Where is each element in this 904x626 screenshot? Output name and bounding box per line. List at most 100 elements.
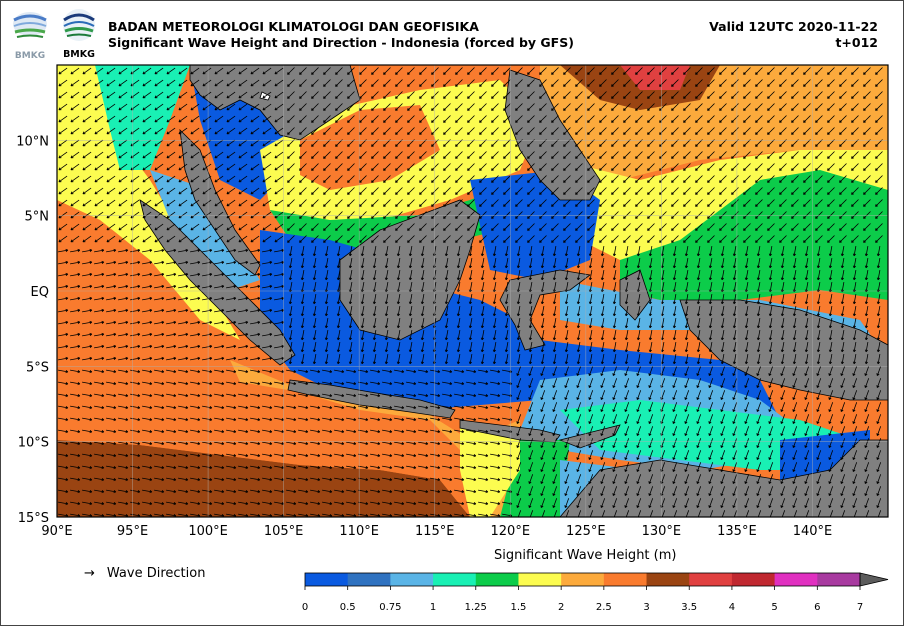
wave-arrow xyxy=(58,429,69,434)
wave-arrow xyxy=(768,426,774,437)
wave-arrow xyxy=(82,79,92,87)
wave-arrow xyxy=(528,390,534,401)
wave-arrow xyxy=(178,79,188,87)
wave-arrow xyxy=(839,163,847,171)
wave-arrow xyxy=(347,151,355,159)
wave-arrow xyxy=(539,175,547,183)
wave-arrow xyxy=(851,139,859,147)
wave-arrow xyxy=(503,79,511,87)
wave-arrow xyxy=(623,79,631,87)
wave-arrow xyxy=(310,369,321,374)
wave-arrow xyxy=(575,187,583,195)
wave-arrow xyxy=(756,426,762,437)
wave-arrow xyxy=(335,67,343,75)
wave-arrow xyxy=(238,211,248,219)
wave-arrow xyxy=(756,462,762,473)
wave-arrow xyxy=(384,318,389,329)
wave-arrow xyxy=(324,294,329,305)
wave-arrow xyxy=(359,139,367,147)
colorbar-extend-triangle xyxy=(859,572,889,587)
wave-arrow xyxy=(707,103,715,111)
wave-arrow xyxy=(815,139,823,147)
wave-arrow xyxy=(636,318,641,329)
wave-arrow xyxy=(250,501,261,506)
wave-arrow xyxy=(82,296,93,301)
wave-arrow xyxy=(418,489,429,494)
wave-arrow xyxy=(588,498,594,509)
wave-arrow xyxy=(828,426,834,437)
wave-arrow xyxy=(238,381,249,386)
wave-arrow xyxy=(323,235,331,243)
wave-arrow xyxy=(636,330,641,341)
wave-arrow xyxy=(396,318,401,329)
wave-arrow xyxy=(575,223,583,231)
wave-arrow xyxy=(636,402,642,413)
wave-arrow xyxy=(118,284,129,289)
wave-arrow xyxy=(154,501,165,506)
wave-arrow xyxy=(359,91,367,99)
wave-arrow xyxy=(371,127,379,135)
wave-arrow xyxy=(719,115,727,123)
wave-arrow xyxy=(238,175,248,183)
wave-arrow xyxy=(672,246,677,257)
wave-arrow xyxy=(190,477,201,482)
wave-arrow xyxy=(407,151,415,159)
wave-arrow xyxy=(552,258,557,269)
wave-arrow xyxy=(588,462,594,473)
wave-arrow xyxy=(647,235,655,243)
wave-arrow xyxy=(82,320,93,325)
wave-arrow xyxy=(310,501,321,506)
wave-arrow xyxy=(792,414,798,425)
wave-arrow xyxy=(178,115,188,123)
wave-arrow xyxy=(683,115,691,123)
wave-arrow xyxy=(58,477,69,482)
wave-arrow xyxy=(540,366,546,377)
wave-arrow xyxy=(564,330,569,341)
wave-arrow xyxy=(154,284,165,289)
wave-arrow xyxy=(467,199,475,207)
wave-arrow xyxy=(863,199,871,207)
wave-arrow xyxy=(839,103,847,111)
wave-arrow xyxy=(178,393,189,398)
wave-arrow xyxy=(58,91,68,99)
wave-arrow xyxy=(600,438,606,449)
wave-arrow xyxy=(804,258,809,269)
wave-arrow xyxy=(335,127,343,135)
wave-arrow xyxy=(382,417,393,422)
wave-arrow xyxy=(118,429,129,434)
wave-arrow xyxy=(407,139,415,147)
wave-arrow xyxy=(442,381,453,386)
wave-arrow xyxy=(418,465,429,470)
wave-arrow xyxy=(82,103,92,111)
wave-arrow xyxy=(516,366,522,377)
wave-arrow xyxy=(334,381,345,386)
wave-arrow xyxy=(587,139,595,147)
wave-arrow xyxy=(624,390,630,401)
wave-arrow xyxy=(178,235,188,243)
wave-arrow xyxy=(154,344,165,349)
wave-arrow xyxy=(576,330,581,341)
wave-arrow xyxy=(58,103,68,111)
wave-arrow xyxy=(178,417,189,422)
wave-arrow xyxy=(707,91,715,99)
colorbar-segment xyxy=(646,573,690,586)
wave-arrow xyxy=(214,211,224,219)
wave-arrow xyxy=(166,127,176,135)
wave-arrow xyxy=(154,67,164,75)
wave-arrow xyxy=(370,465,381,470)
wave-arrow xyxy=(671,211,679,219)
wave-arrow xyxy=(442,465,453,470)
wave-arrow xyxy=(755,127,763,135)
wave-arrow xyxy=(384,342,389,353)
wave-arrow xyxy=(828,450,834,461)
wave-arrow xyxy=(118,127,128,135)
wave-arrow xyxy=(455,139,463,147)
wave-arrow xyxy=(612,498,618,509)
wave-arrow xyxy=(106,489,117,494)
wave-arrow xyxy=(383,163,391,171)
wave-arrow xyxy=(407,163,415,171)
wave-arrow xyxy=(58,393,69,398)
wave-arrow xyxy=(803,151,811,159)
wave-arrow xyxy=(624,354,629,365)
wave-arrow xyxy=(648,462,654,473)
